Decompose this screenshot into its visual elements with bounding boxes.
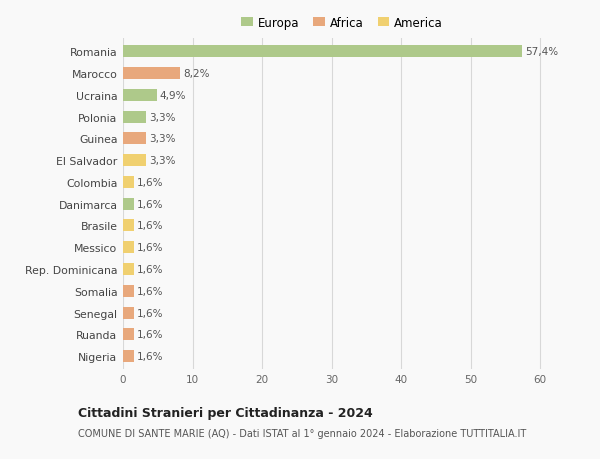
Text: COMUNE DI SANTE MARIE (AQ) - Dati ISTAT al 1° gennaio 2024 - Elaborazione TUTTIT: COMUNE DI SANTE MARIE (AQ) - Dati ISTAT … bbox=[78, 428, 526, 438]
Bar bbox=[123, 285, 134, 297]
Text: 57,4%: 57,4% bbox=[525, 47, 558, 57]
Bar bbox=[123, 111, 146, 123]
Text: 1,6%: 1,6% bbox=[137, 243, 163, 253]
Text: 4,9%: 4,9% bbox=[160, 90, 187, 101]
Text: 8,2%: 8,2% bbox=[183, 69, 209, 79]
Bar bbox=[123, 46, 522, 58]
Bar bbox=[123, 263, 134, 275]
Bar bbox=[123, 177, 134, 189]
Bar bbox=[123, 329, 134, 341]
Text: 1,6%: 1,6% bbox=[137, 352, 163, 361]
Bar bbox=[123, 307, 134, 319]
Text: 1,6%: 1,6% bbox=[137, 221, 163, 231]
Text: 3,3%: 3,3% bbox=[149, 134, 175, 144]
Text: 3,3%: 3,3% bbox=[149, 156, 175, 166]
Text: 3,3%: 3,3% bbox=[149, 112, 175, 122]
Bar bbox=[123, 351, 134, 363]
Bar bbox=[123, 68, 180, 80]
Text: 1,6%: 1,6% bbox=[137, 199, 163, 209]
Text: 1,6%: 1,6% bbox=[137, 286, 163, 296]
Bar bbox=[123, 133, 146, 145]
Text: 1,6%: 1,6% bbox=[137, 178, 163, 188]
Bar bbox=[123, 242, 134, 254]
Bar bbox=[123, 220, 134, 232]
Legend: Europa, Africa, America: Europa, Africa, America bbox=[236, 12, 448, 34]
Text: 1,6%: 1,6% bbox=[137, 308, 163, 318]
Bar bbox=[123, 90, 157, 101]
Text: Cittadini Stranieri per Cittadinanza - 2024: Cittadini Stranieri per Cittadinanza - 2… bbox=[78, 406, 373, 419]
Bar bbox=[123, 198, 134, 210]
Text: 1,6%: 1,6% bbox=[137, 264, 163, 274]
Bar bbox=[123, 155, 146, 167]
Text: 1,6%: 1,6% bbox=[137, 330, 163, 340]
